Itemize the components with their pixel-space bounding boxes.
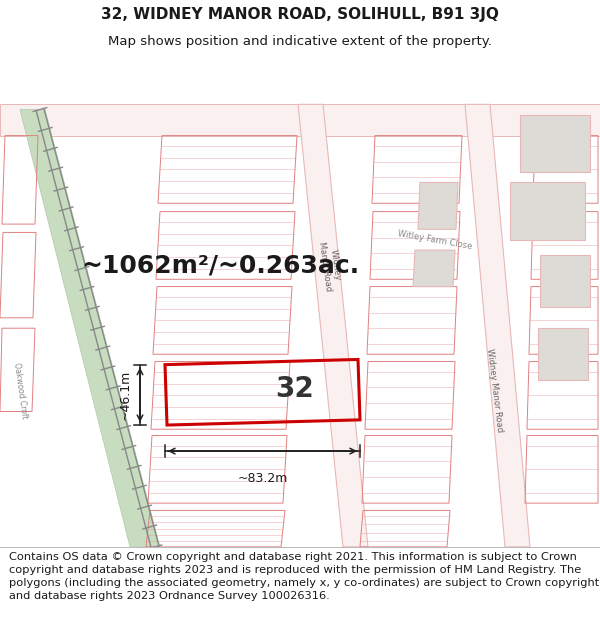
Text: Map shows position and indicative extent of the property.: Map shows position and indicative extent… <box>108 35 492 48</box>
Polygon shape <box>298 104 368 547</box>
Text: ~1062m²/~0.263ac.: ~1062m²/~0.263ac. <box>81 254 359 278</box>
Polygon shape <box>413 250 455 287</box>
Polygon shape <box>0 104 600 136</box>
Text: 32: 32 <box>275 374 314 402</box>
Polygon shape <box>540 256 590 308</box>
Polygon shape <box>510 182 585 240</box>
Text: Oakwood Croft: Oakwood Croft <box>11 362 28 419</box>
Polygon shape <box>465 104 530 547</box>
Polygon shape <box>20 109 160 547</box>
Text: Widney Manor Road: Widney Manor Road <box>485 348 505 433</box>
Polygon shape <box>538 328 588 380</box>
Text: Widney
Manor Road: Widney Manor Road <box>317 239 343 292</box>
Text: ~46.1m: ~46.1m <box>119 370 132 420</box>
Text: Contains OS data © Crown copyright and database right 2021. This information is : Contains OS data © Crown copyright and d… <box>9 552 599 601</box>
Text: ~83.2m: ~83.2m <box>238 472 287 485</box>
Polygon shape <box>520 115 590 172</box>
Polygon shape <box>418 182 458 229</box>
Text: Witley Farm Close: Witley Farm Close <box>397 229 473 251</box>
Text: 32, WIDNEY MANOR ROAD, SOLIHULL, B91 3JQ: 32, WIDNEY MANOR ROAD, SOLIHULL, B91 3JQ <box>101 7 499 22</box>
